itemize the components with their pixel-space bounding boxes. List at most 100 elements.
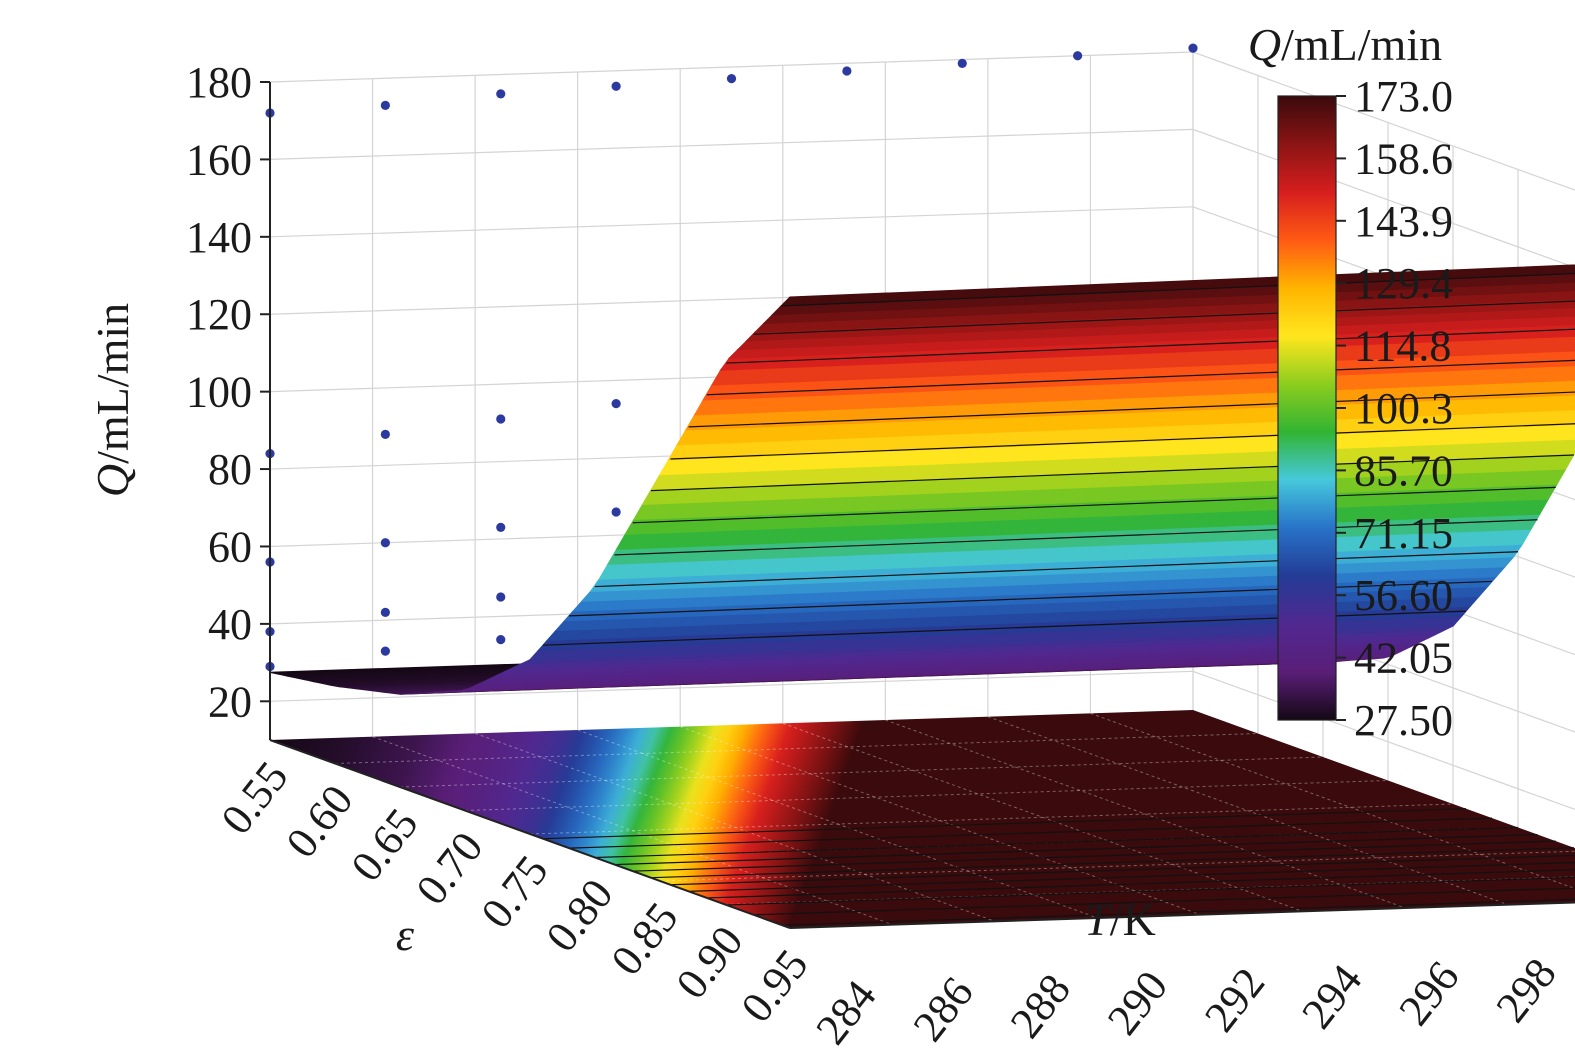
colorbar: 173.0 158.6 143.9 129.4 114.8 100.3 85.70 71.15…	[1277, 72, 1453, 745]
surface-contour-line	[706, 359, 1575, 396]
wall-data-point	[1073, 51, 1083, 61]
z-tick-label: 20	[208, 677, 252, 726]
floor-contour-line	[726, 876, 1575, 906]
z-tick-label: 60	[208, 522, 252, 571]
floor-contour-line	[706, 869, 1575, 899]
colorbar-tick-label: 100.3	[1354, 384, 1453, 433]
y-tick-label: 286	[904, 968, 983, 1050]
wall-data-point	[611, 81, 621, 91]
wall-data-point	[496, 635, 506, 645]
y-tick-label: 292	[1195, 959, 1274, 1041]
floor-contour-line	[753, 887, 1575, 916]
z-tick-label: 160	[186, 135, 252, 184]
colorbar-tick-label: 173.0	[1354, 72, 1453, 121]
floor-contour-line	[650, 847, 1574, 879]
surface-strip	[762, 281, 1575, 324]
floor-gridline	[1090, 712, 1575, 890]
floor-gridline	[659, 850, 1575, 882]
y-axis-line	[789, 901, 1575, 929]
axis-lines	[260, 81, 1575, 929]
surface-contour-line	[726, 328, 1575, 364]
x-axis-line	[269, 739, 791, 929]
floor-gridline	[529, 803, 1454, 835]
wall-horizontal-gridline	[269, 128, 1575, 269]
z-tick-label: 40	[208, 600, 252, 649]
colorbar-tick-label: 27.50	[1354, 696, 1453, 745]
wall-data-point	[496, 414, 506, 424]
y-axis-title: T/K	[1084, 894, 1156, 945]
floor-gridline	[577, 729, 1098, 919]
floor-gridline	[372, 736, 893, 926]
colorbar-tick-label: 56.60	[1354, 571, 1453, 620]
surface-contour-line	[670, 423, 1575, 460]
surface-contour-line	[594, 551, 1519, 588]
z-tick-label: 120	[186, 290, 252, 339]
surface-contour-line	[632, 486, 1556, 524]
surface-strip	[753, 289, 1575, 333]
wall-data-point	[380, 646, 390, 656]
z-tick-label: 100	[186, 368, 252, 417]
surface-strip	[650, 438, 1575, 491]
wall-horizontal-gridline	[269, 670, 1575, 811]
floor-gridline	[885, 719, 1406, 909]
wall-data-point	[611, 507, 621, 517]
z-tick-label: 180	[186, 58, 252, 107]
wall-data-point	[726, 74, 737, 84]
floor-gridline	[399, 756, 1324, 788]
colorbar-tick-label: 114.8	[1354, 322, 1451, 371]
floor-gridline	[334, 733, 1259, 764]
y-tick-label: 298	[1487, 949, 1566, 1031]
floor-contour-line	[632, 840, 1556, 872]
surface-strip	[736, 306, 1575, 351]
floor-gridline	[474, 732, 996, 922]
colorbar-tick-label: 158.6	[1354, 134, 1453, 183]
z-tick-label: 80	[208, 445, 252, 494]
surface-strip	[727, 315, 1575, 359]
z-tick-label: 140	[186, 213, 252, 262]
wall-data-point	[611, 399, 621, 409]
floor-gridline	[464, 780, 1389, 811]
colorbar-gradient	[1277, 95, 1337, 721]
y-tick-label: 288	[1001, 965, 1080, 1047]
surface-contour-line	[650, 454, 1574, 492]
surface-strip	[658, 423, 1575, 476]
colorbar-tick-label: 129.4	[1354, 259, 1453, 308]
floor-contour-line	[670, 854, 1575, 886]
x-axis-title: ε	[396, 909, 415, 960]
y-tick-label: 296	[1389, 952, 1468, 1034]
wall-data-point	[842, 66, 852, 76]
y-tick-label: 290	[1098, 962, 1177, 1044]
wall-data-point	[496, 89, 506, 99]
floor-contour-line	[614, 833, 1538, 866]
y-tick-label: 284	[806, 971, 885, 1051]
floor-gridline	[782, 722, 1303, 912]
wall-data-point	[380, 100, 390, 110]
surface-strip	[771, 272, 1575, 316]
wall-data-point	[496, 522, 506, 532]
wall-data-point	[380, 538, 390, 548]
surface-contour-line	[688, 391, 1575, 428]
wall-data-point	[380, 429, 390, 439]
colorbar-tick-label: 71.15	[1354, 509, 1453, 558]
colorbar-tick-label: 143.9	[1354, 197, 1453, 246]
floor-gridline	[987, 716, 1509, 906]
floor-contour-line	[542, 808, 1467, 840]
colorbar-tick-label: 85.70	[1354, 446, 1453, 495]
floor-gridline	[680, 726, 1201, 916]
wall-data-point	[496, 592, 506, 602]
wall-data-point	[1188, 43, 1198, 53]
colorbar-title: Q/mL/min	[1248, 19, 1442, 70]
floor-contour-line	[568, 817, 1493, 849]
y-tick-label: 294	[1292, 955, 1371, 1037]
floor-contour-line	[688, 861, 1575, 892]
wall-data-point	[957, 58, 967, 68]
colorbar-tick-label: 42.05	[1354, 634, 1453, 683]
floor-projection	[270, 710, 1575, 928]
floor-contour-line	[782, 898, 1575, 926]
surface-contour-line	[753, 300, 1575, 335]
floor-contour-line	[594, 826, 1519, 859]
surface-contour-line	[614, 519, 1538, 556]
wall-data-point	[380, 607, 390, 617]
